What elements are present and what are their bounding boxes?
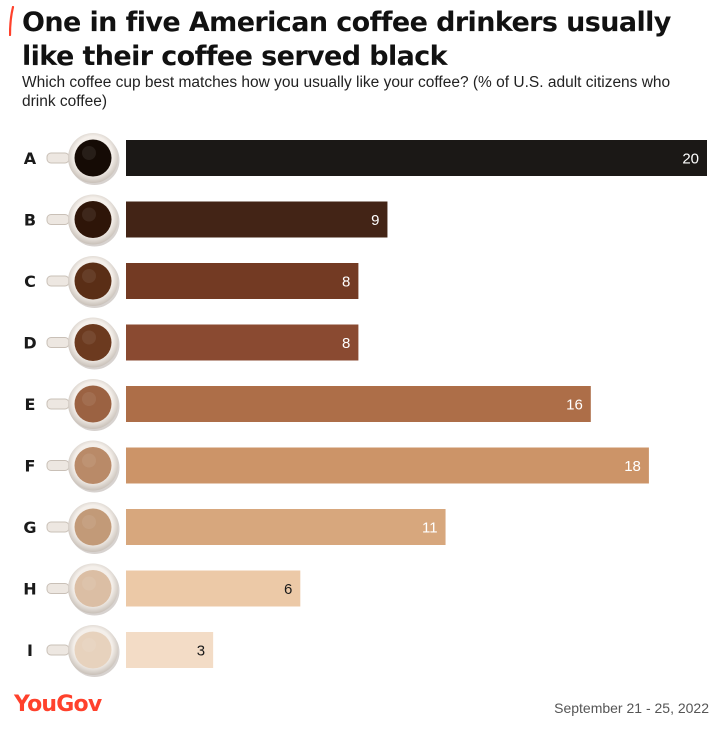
value-label-b: 9	[371, 212, 379, 229]
category-label-f: F	[25, 457, 36, 476]
category-label-b: B	[24, 211, 36, 230]
coffee-cup-icon-d	[46, 317, 120, 370]
bar-g	[126, 509, 446, 545]
value-label-c: 8	[342, 274, 350, 291]
value-label-a: 20	[682, 151, 699, 168]
value-label-d: 8	[342, 335, 350, 352]
chart-title: One in five American coffee drinkers usu…	[22, 7, 671, 72]
category-label-e: E	[25, 395, 36, 414]
category-label-h: H	[23, 580, 36, 599]
bar-f	[126, 447, 649, 484]
value-label-e: 16	[566, 397, 583, 414]
value-label-g: 11	[422, 520, 438, 537]
bar-i	[126, 632, 214, 668]
coffee-cup-icon-c	[46, 256, 120, 308]
accent-mark	[9, 6, 15, 36]
category-label-g: G	[23, 518, 36, 537]
coffee-cup-icon-b	[46, 194, 120, 247]
yougov-logo: YouGov	[14, 692, 102, 717]
bar-a	[126, 140, 707, 176]
coffee-cup-icon-g	[46, 502, 120, 554]
bar-d	[126, 324, 359, 361]
value-label-i: 3	[197, 643, 205, 660]
category-label-i: I	[27, 641, 33, 660]
value-label-f: 18	[624, 458, 641, 475]
coffee-cup-icon-e	[46, 379, 120, 431]
bar-chart: A 20 B 9 C 8 D 8 E 16 F 18 G 11 H 6 I 3	[23, 133, 707, 677]
coffee-cup-icon-h	[46, 563, 120, 616]
bar-h	[126, 570, 301, 607]
chart-subtitle: Which coffee cup best matches how you us…	[22, 74, 671, 110]
category-label-a: A	[24, 149, 37, 168]
coffee-cup-icon-i	[46, 625, 120, 677]
category-label-c: C	[24, 272, 36, 291]
bar-c	[126, 263, 359, 299]
survey-date: September 21 - 25, 2022	[554, 700, 709, 716]
bar-e	[126, 386, 591, 422]
coffee-cup-icon-f	[46, 440, 120, 493]
coffee-cup-icon-a	[46, 133, 120, 185]
category-label-d: D	[23, 334, 36, 353]
value-label-h: 6	[284, 581, 292, 598]
bar-b	[126, 201, 388, 238]
